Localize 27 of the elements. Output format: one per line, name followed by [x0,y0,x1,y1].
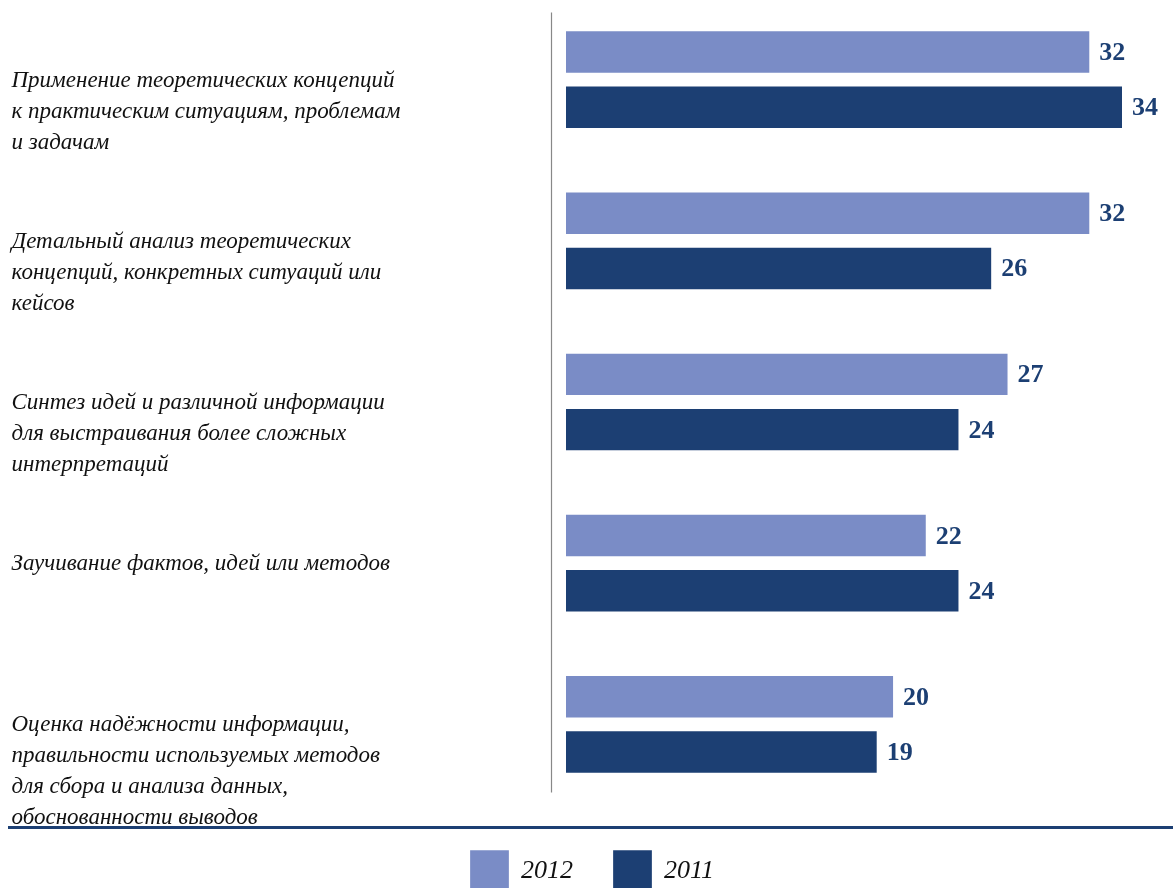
data-label: 32 [1099,198,1126,228]
data-label: 20 [903,681,930,711]
bar [566,86,1122,129]
bar [566,570,959,612]
data-label: 26 [1001,253,1028,283]
data-label: 27 [1017,359,1044,389]
bar [566,731,877,773]
data-label: 24 [968,575,995,605]
bar [566,675,894,718]
bar [566,31,1090,73]
bar [566,247,992,290]
y-tick-label: Детальный анализ теоретических концепций, конкретных ситуаций или кейсов [9,227,382,315]
data-label: 34 [1132,92,1158,122]
y-tick-label: Синтез идей и различной информации для выстраивания более сложных интерпретаций [11,389,385,476]
data-label: 19 [886,736,913,766]
bar [566,408,959,451]
legend-label: 2012 [521,854,573,884]
bar [566,192,1090,234]
y-tick-label: Оценка надёжности информации, правильности используемых методов для сбора и анализа данных, обоснованности выводов [11,711,380,830]
bar [566,353,1008,396]
legend-label: 2011 [664,854,715,884]
y-tick-label: Заучивание фактов, идей или методов [11,550,391,576]
bar [566,514,926,557]
data-label: 24 [968,414,995,444]
data-label: 22 [935,520,962,550]
y-tick-label: Применение теоретических концепций к практическим ситуациям, проблемам и задачам [10,66,401,154]
data-label: 32 [1099,37,1126,67]
